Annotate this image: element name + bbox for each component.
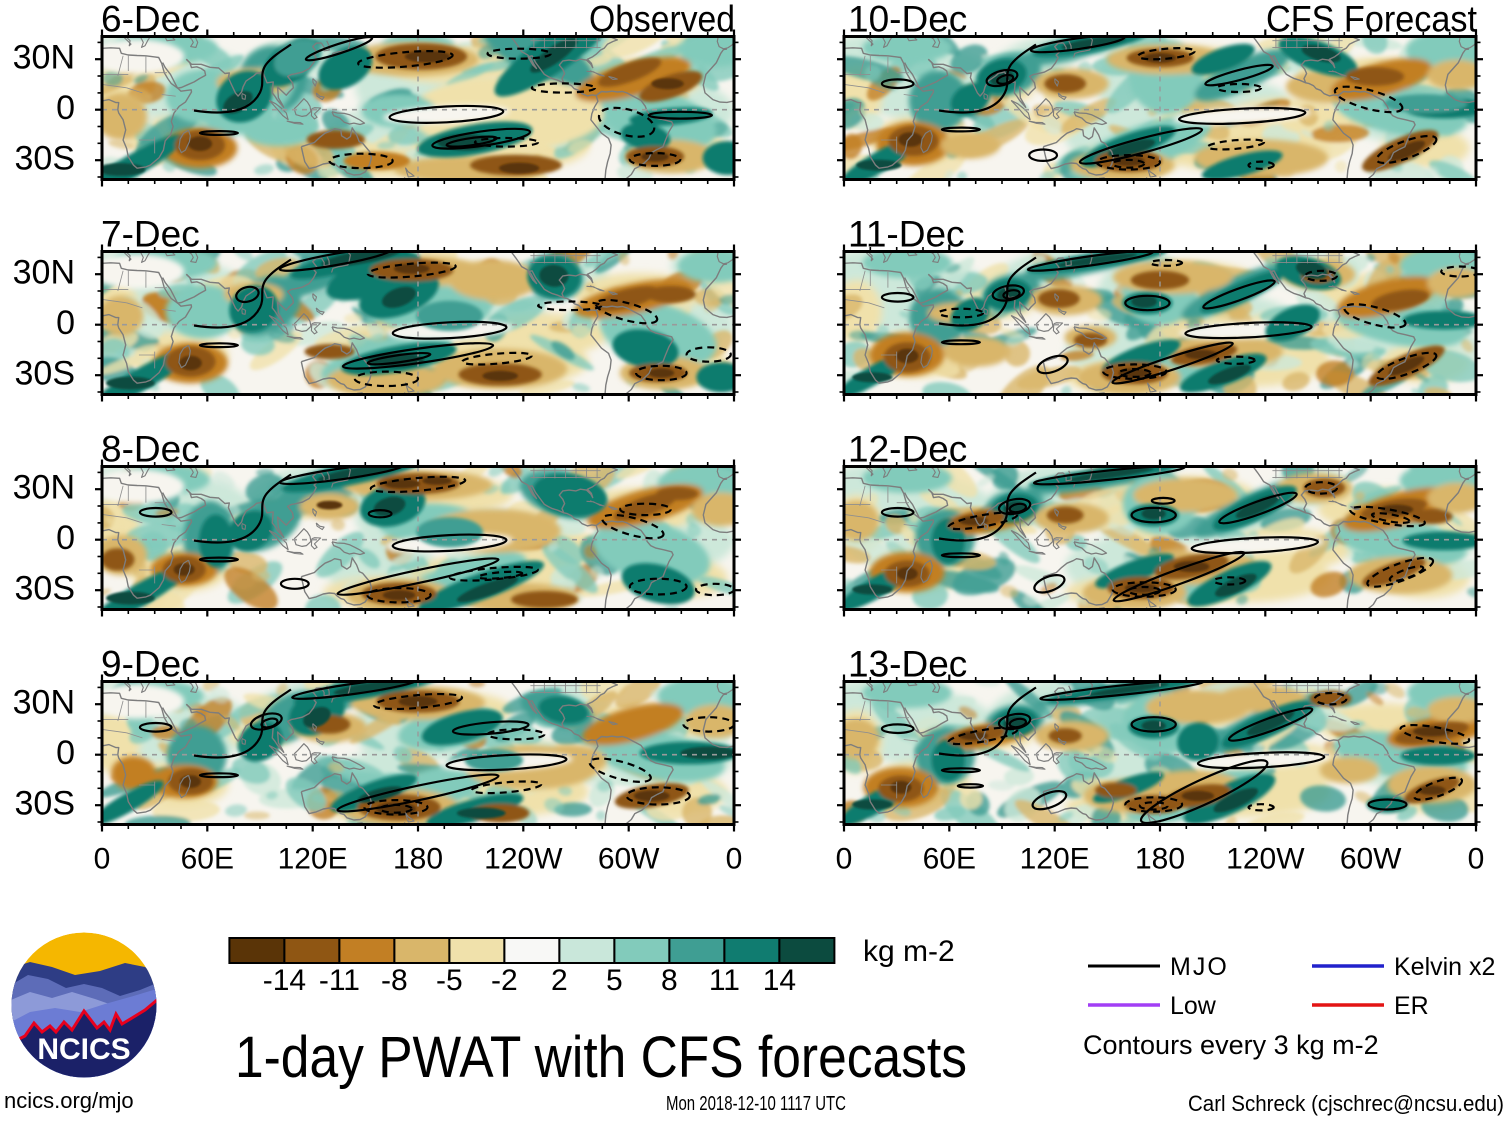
svg-text:1-day PWAT with CFS forecasts: 1-day PWAT with CFS forecasts <box>235 1025 967 1090</box>
svg-text:30N: 30N <box>13 469 75 507</box>
svg-text:60W: 60W <box>1340 843 1402 876</box>
svg-text:120W: 120W <box>1226 843 1305 876</box>
svg-text:MJO: MJO <box>1170 953 1229 981</box>
svg-text:60E: 60E <box>181 843 234 876</box>
svg-text:180: 180 <box>1135 843 1185 876</box>
svg-text:Low: Low <box>1170 992 1217 1020</box>
svg-text:0: 0 <box>1468 843 1485 876</box>
svg-text:30S: 30S <box>15 785 76 823</box>
svg-text:0: 0 <box>726 843 743 876</box>
svg-text:0: 0 <box>56 304 75 342</box>
svg-text:60E: 60E <box>923 843 976 876</box>
svg-text:120E: 120E <box>1020 843 1090 876</box>
svg-text:CFS Forecast: CFS Forecast <box>1266 0 1478 40</box>
svg-text:ER: ER <box>1394 992 1429 1020</box>
svg-text:-14: -14 <box>263 964 306 997</box>
svg-text:0: 0 <box>836 843 853 876</box>
svg-text:60W: 60W <box>598 843 660 876</box>
svg-text:11: 11 <box>709 964 740 997</box>
svg-text:-2: -2 <box>491 964 518 997</box>
svg-text:11-Dec: 11-Dec <box>848 214 965 255</box>
svg-text:12-Dec: 12-Dec <box>848 429 967 470</box>
svg-text:Kelvin x2: Kelvin x2 <box>1394 953 1495 981</box>
svg-text:120W: 120W <box>484 843 563 876</box>
svg-text:8-Dec: 8-Dec <box>101 429 200 470</box>
svg-text:-5: -5 <box>436 964 463 997</box>
svg-text:13-Dec: 13-Dec <box>848 644 967 685</box>
svg-text:7-Dec: 7-Dec <box>101 214 200 255</box>
svg-text:ncics.org/mjo: ncics.org/mjo <box>4 1088 134 1113</box>
svg-text:-11: -11 <box>319 964 360 997</box>
svg-text:NCICS: NCICS <box>37 1033 130 1066</box>
svg-text:30N: 30N <box>13 684 75 722</box>
svg-text:0: 0 <box>94 843 111 876</box>
svg-text:6-Dec: 6-Dec <box>101 0 200 40</box>
svg-text:Carl Schreck (cjschrec@ncsu.ed: Carl Schreck (cjschrec@ncsu.edu) <box>1188 1091 1504 1116</box>
svg-text:2: 2 <box>551 964 568 997</box>
svg-text:kg m-2: kg m-2 <box>863 935 955 968</box>
svg-text:Observed: Observed <box>589 0 735 40</box>
svg-text:14: 14 <box>763 964 796 997</box>
svg-text:0: 0 <box>56 734 75 772</box>
svg-text:30S: 30S <box>15 355 76 393</box>
svg-text:9-Dec: 9-Dec <box>101 644 200 685</box>
svg-text:5: 5 <box>606 964 623 997</box>
svg-text:30S: 30S <box>15 570 76 608</box>
svg-text:10-Dec: 10-Dec <box>848 0 967 40</box>
svg-text:-8: -8 <box>381 964 408 997</box>
svg-text:120E: 120E <box>278 843 348 876</box>
svg-text:30N: 30N <box>13 254 75 292</box>
svg-text:180: 180 <box>393 843 443 876</box>
svg-text:8: 8 <box>661 964 678 997</box>
svg-text:Mon 2018-12-10 1117 UTC: Mon 2018-12-10 1117 UTC <box>666 1093 846 1115</box>
svg-text:0: 0 <box>56 89 75 127</box>
svg-text:30S: 30S <box>15 140 76 178</box>
svg-text:0: 0 <box>56 519 75 557</box>
svg-text:Contours every 3 kg m-2: Contours every 3 kg m-2 <box>1083 1030 1379 1060</box>
svg-text:30N: 30N <box>13 39 75 77</box>
